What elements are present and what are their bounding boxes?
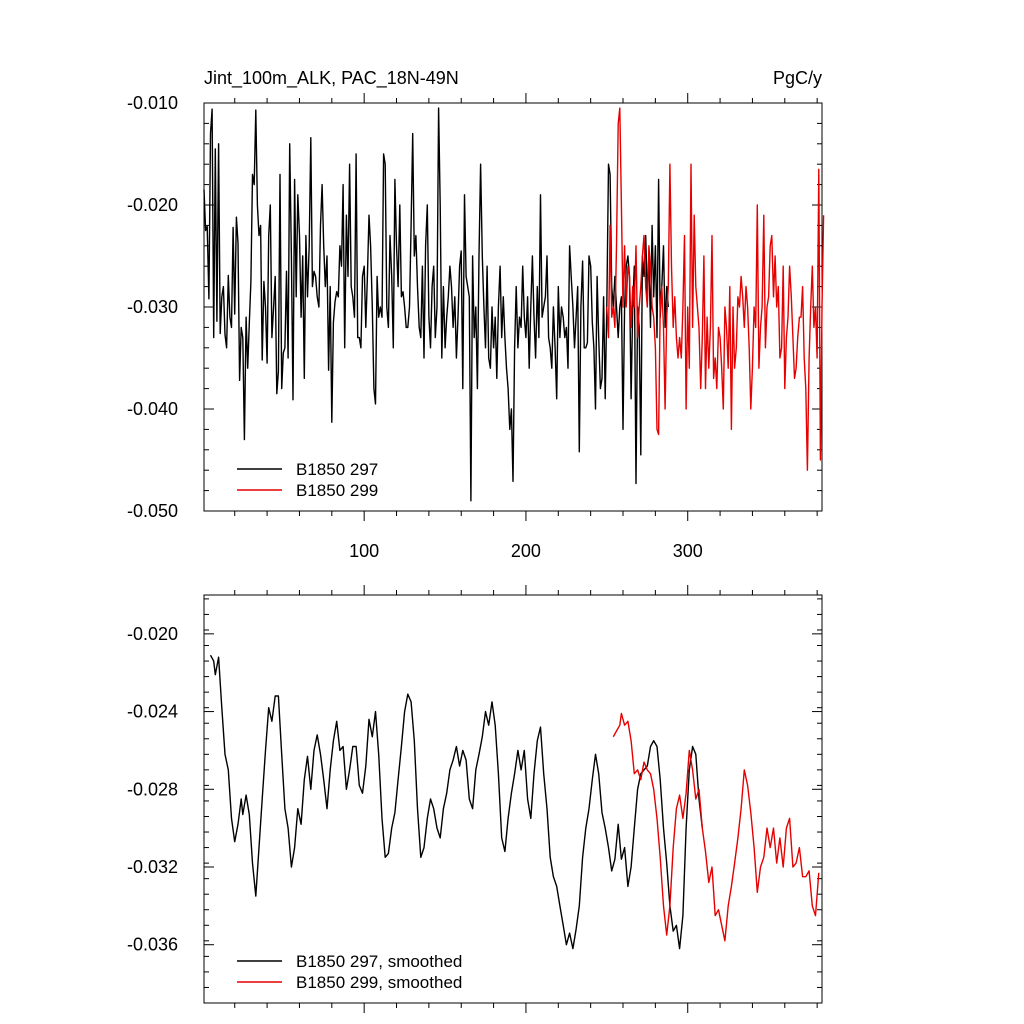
bottom-plot-frame [203,594,823,1004]
chart-units: PgC/y [773,68,822,88]
legend-label-series2: B1850 299 [296,481,378,500]
top-y-tick-label: -0.020 [127,195,178,215]
legend-label-smoothed2: B1850 299, smoothed [296,973,462,992]
bottom-y-tick-label: -0.024 [127,702,178,722]
top-series-1-line [203,107,669,502]
bottom-y-tick-label: -0.028 [127,779,178,799]
top-y-tick-label: -0.010 [127,93,178,113]
bottom-series-2-line [612,712,820,942]
bottom-series-1-line [209,654,703,950]
top-y-tick-label: -0.030 [127,297,178,317]
top-y-tick-label: -0.040 [127,399,178,419]
bottom-panel: -0.020 -0.024 -0.028 -0.032 -0.036 [127,585,823,1013]
chart-title: Jint_100m_ALK, PAC_18N-49N [204,68,459,89]
bottom-y-tick-label: -0.020 [127,624,178,644]
bottom-y-tick-label: -0.032 [127,857,178,877]
top-x-tick-label: 100 [349,541,379,561]
top-x-tick-label: 200 [511,541,541,561]
legend-bottom: B1850 297, smoothed B1850 299, smoothed [237,952,462,992]
legend-label-smoothed1: B1850 297, smoothed [296,952,462,971]
top-panel: -0.010 -0.020 -0.030 -0.040 -0.050 100 200 300 [127,93,825,561]
top-series-2-line [606,107,825,471]
bottom-y-tick-label: -0.036 [127,935,178,955]
top-y-tick-label: -0.050 [127,501,178,521]
legend-top: B1850 297 B1850 299 [237,460,378,500]
legend-label-series1: B1850 297 [296,460,378,479]
top-x-tick-label: 300 [673,541,703,561]
